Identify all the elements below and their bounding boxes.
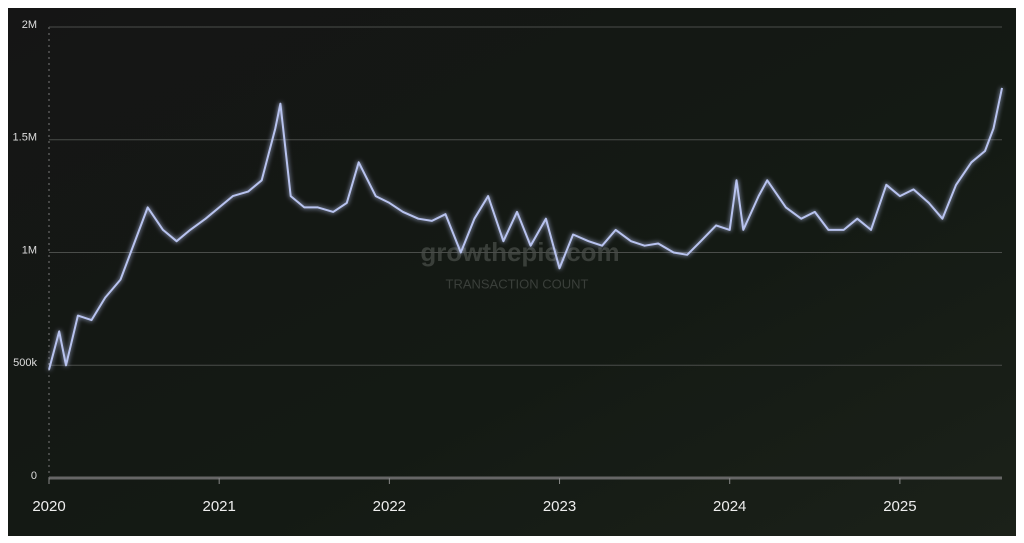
x-tick-label: 2022 — [373, 498, 406, 515]
y-tick-label: 500k — [13, 357, 37, 369]
x-tick-label: 2023 — [543, 498, 576, 515]
plot-background — [8, 8, 1016, 536]
x-tick-label: 2024 — [713, 498, 746, 515]
x-tick-label: 2021 — [202, 498, 235, 515]
y-tick-label: 0 — [31, 470, 37, 482]
y-tick-label: 1.5M — [13, 132, 37, 144]
y-tick-label: 2M — [22, 19, 37, 31]
watermark-label: TRANSACTION COUNT — [446, 276, 589, 291]
x-tick-label: 2025 — [883, 498, 916, 515]
x-tick-label: 2020 — [32, 498, 65, 515]
watermark: growthepie.com — [420, 237, 619, 267]
series-line — [48, 87, 1003, 371]
y-tick-label: 1M — [22, 244, 37, 256]
